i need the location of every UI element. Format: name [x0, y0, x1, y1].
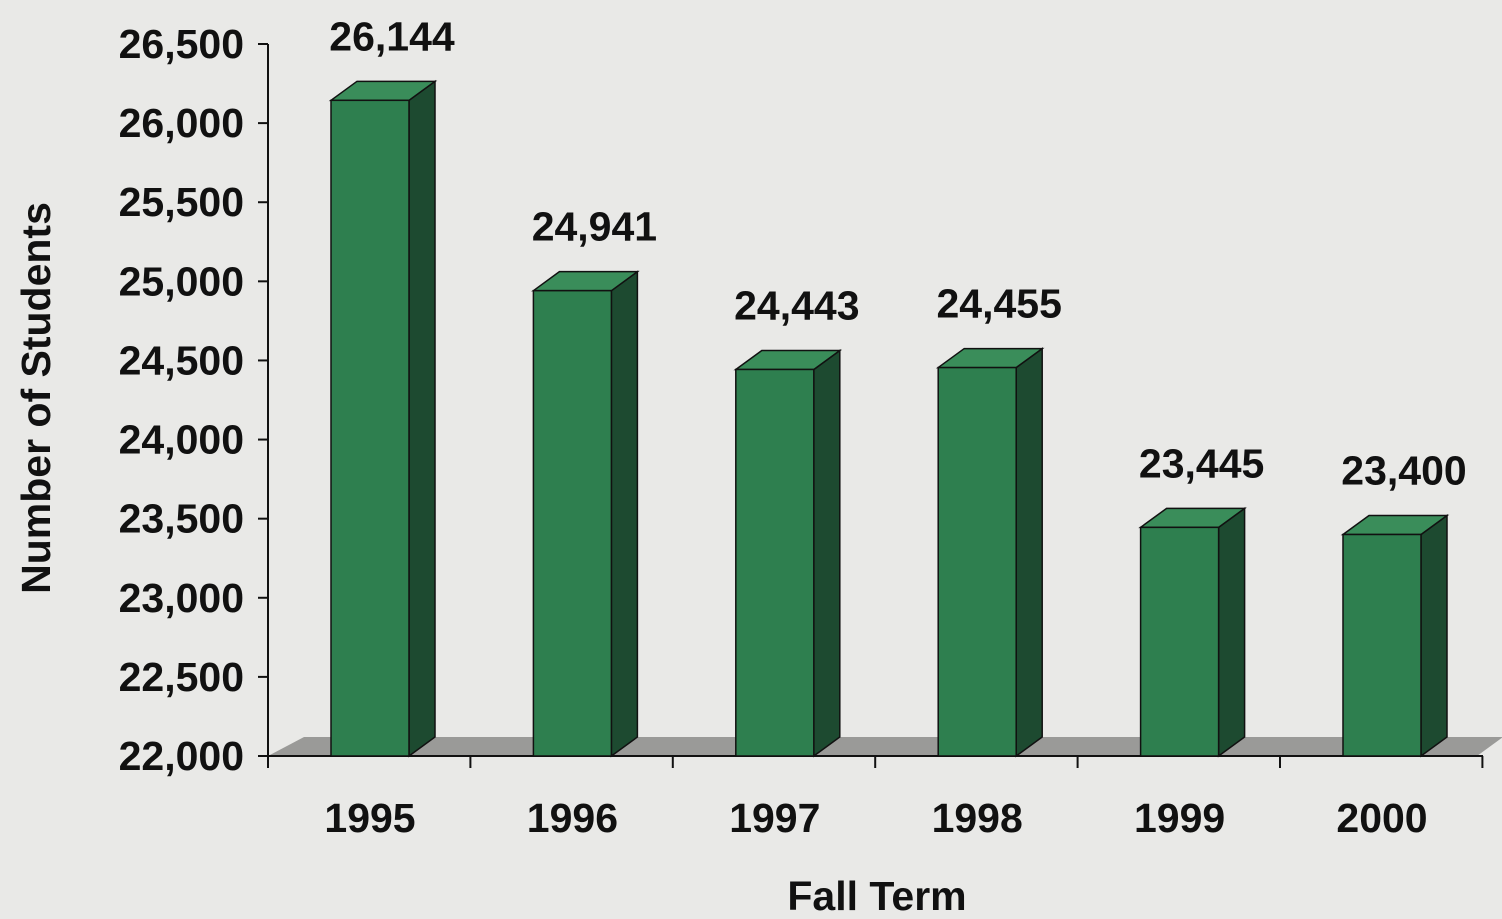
data-label: 24,443: [734, 282, 859, 328]
chart-floor: [268, 737, 1502, 756]
bar-front-face: [1139, 526, 1220, 757]
bar: [328, 79, 438, 758]
y-tick-label: 24,500: [119, 337, 244, 383]
bar-side-face: [610, 270, 639, 758]
bar-front-face: [532, 289, 613, 757]
bar: [1340, 514, 1450, 758]
x-tick-label: 2000: [1336, 795, 1427, 841]
y-tick-label: 25,000: [119, 258, 244, 304]
y-tick-label: 22,500: [119, 654, 244, 700]
bar-front-face: [735, 368, 815, 757]
bar: [935, 347, 1045, 758]
bar-side-face: [1015, 347, 1043, 758]
y-tick-label: 26,000: [119, 100, 244, 146]
y-tick-label: 25,500: [119, 179, 244, 225]
y-axis-title: Number of Students: [13, 202, 59, 594]
y-tick-label: 23,000: [119, 575, 244, 621]
bar: [531, 270, 640, 758]
bar-side-face: [1217, 506, 1246, 758]
bar: [1138, 506, 1247, 758]
data-label: 23,400: [1341, 447, 1466, 493]
bar-side-face: [1420, 514, 1448, 758]
bar-front-face: [937, 366, 1017, 757]
y-tick-label: 24,000: [119, 417, 244, 463]
y-tick-label: 22,000: [119, 733, 244, 779]
y-tick-label: 26,500: [119, 21, 244, 67]
data-label: 26,144: [329, 13, 455, 59]
x-tick-label: 1999: [1134, 795, 1225, 841]
y-tick-label: 23,500: [119, 496, 244, 542]
bar-front-face: [1342, 533, 1422, 757]
bar: [733, 348, 843, 758]
data-label: 24,941: [532, 204, 657, 250]
x-tick-label: 1995: [324, 795, 415, 841]
bar-side-face: [408, 79, 436, 758]
data-label: 24,455: [936, 281, 1061, 327]
x-axis-title: Fall Term: [787, 873, 966, 919]
data-label: 23,445: [1139, 440, 1264, 486]
bar-front-face: [330, 99, 410, 757]
x-tick-label: 1997: [729, 795, 820, 841]
bar-side-face: [813, 348, 841, 758]
x-tick-label: 1998: [932, 795, 1023, 841]
x-tick-label: 1996: [527, 795, 618, 841]
